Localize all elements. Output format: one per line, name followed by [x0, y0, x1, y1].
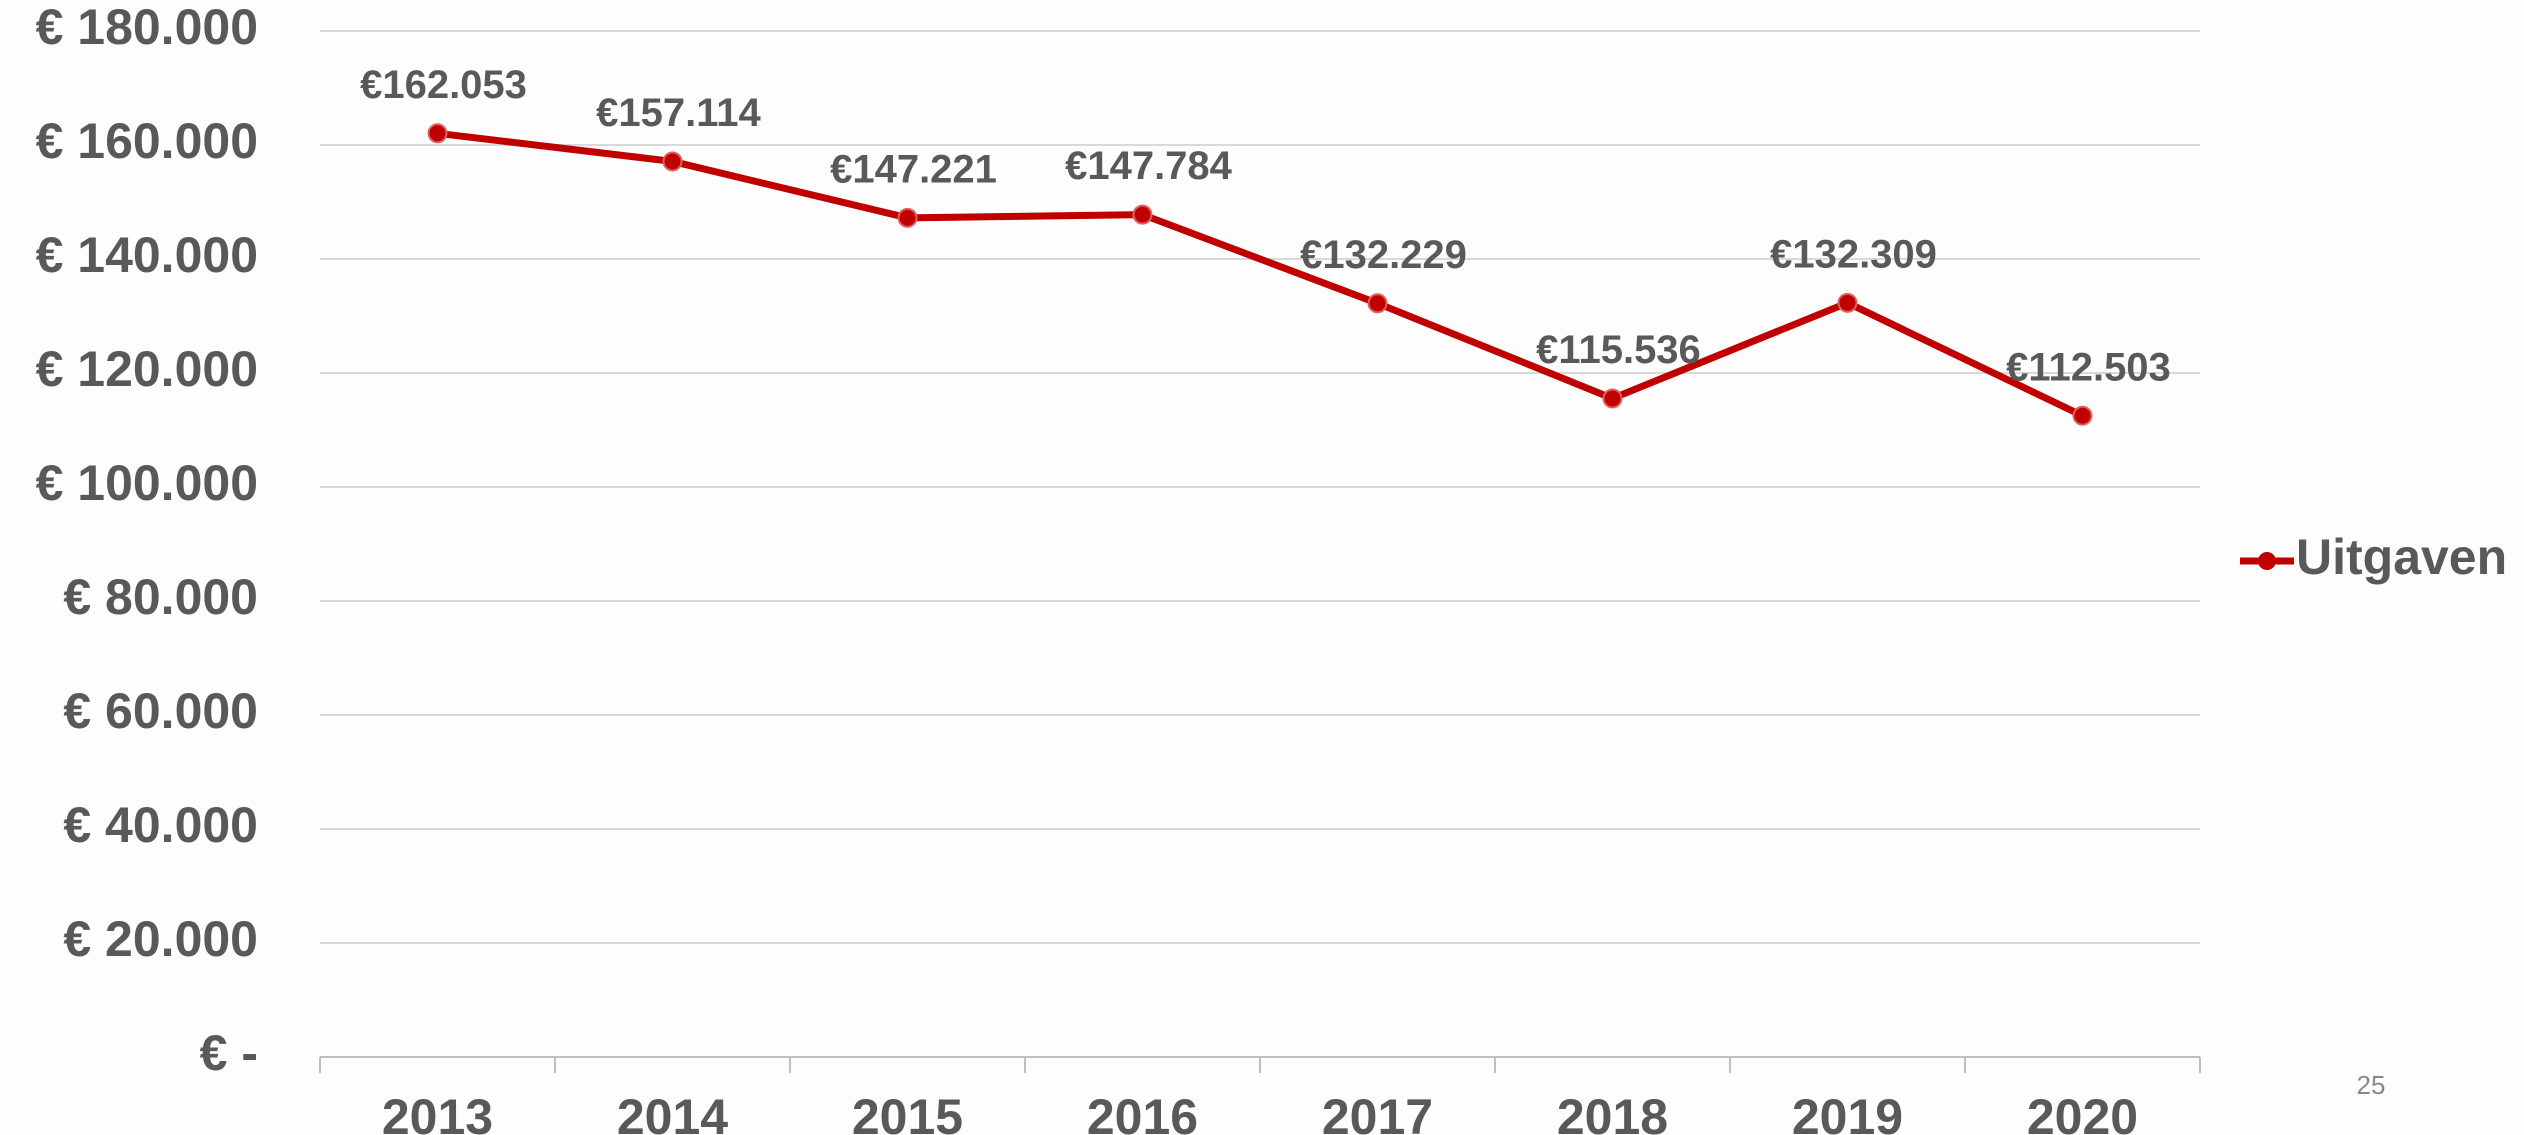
x-tick-label: 2017 — [1322, 1089, 1433, 1135]
x-tick-label: 2014 — [617, 1089, 728, 1135]
x-tick-label: 2019 — [1792, 1089, 1903, 1135]
data-label: €132.229 — [1300, 233, 1467, 277]
y-tick-label: € 180.000 — [36, 0, 258, 55]
y-tick-label: € 20.000 — [63, 911, 258, 967]
data-label: €115.536 — [1536, 328, 1701, 372]
y-tick-label: € 140.000 — [36, 227, 258, 283]
y-tick-label: € 120.000 — [36, 341, 258, 397]
y-tick-label: € 100.000 — [36, 455, 258, 511]
data-label: €162.053 — [360, 63, 527, 107]
line — [437, 129, 2085, 419]
x-tick-label: 2015 — [852, 1089, 963, 1135]
x-tick-label: 2016 — [1087, 1089, 1198, 1135]
data-label: €132.309 — [1770, 232, 1937, 276]
marker — [897, 207, 918, 228]
data-label: €147.784 — [1065, 144, 1233, 188]
y-tick-label: € - — [200, 1025, 258, 1081]
legend-marker — [2258, 552, 2276, 570]
marker — [2072, 405, 2093, 426]
marker — [1837, 292, 1858, 313]
y-tick-label: € 60.000 — [63, 683, 258, 739]
x-tick-label: 2013 — [382, 1089, 493, 1135]
marker — [427, 123, 448, 144]
data-label: €147.221 — [830, 147, 997, 191]
page-number: 25 — [2357, 1070, 2386, 1100]
x-tick-label: 2018 — [1557, 1089, 1668, 1135]
marker — [662, 151, 683, 172]
data-label: €112.503 — [2006, 345, 2171, 389]
marker — [1132, 204, 1153, 225]
marker — [1602, 388, 1623, 409]
data-label: €157.114 — [596, 91, 761, 135]
x-tick-label: 2020 — [2027, 1089, 2138, 1135]
y-tick-label: € 40.000 — [63, 797, 258, 853]
legend-label: Uitgaven — [2296, 529, 2507, 585]
y-tick-label: € 80.000 — [63, 569, 258, 625]
marker — [1367, 293, 1388, 314]
y-tick-label: € 160.000 — [36, 113, 258, 169]
